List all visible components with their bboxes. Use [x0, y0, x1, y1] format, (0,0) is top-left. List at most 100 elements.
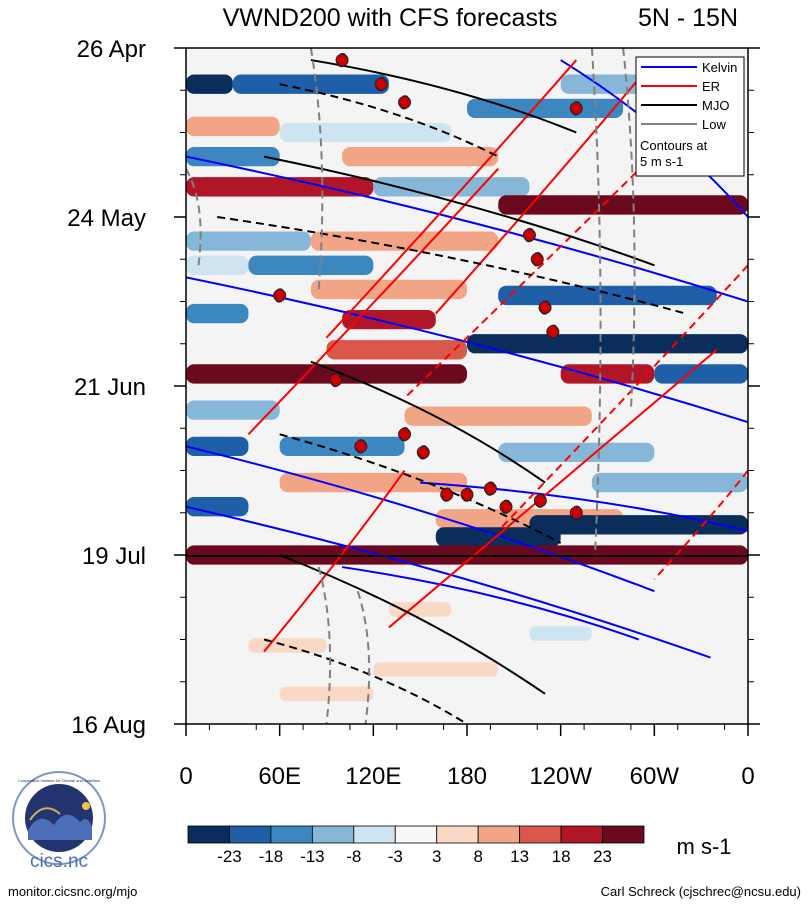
observed-anomaly-band — [404, 406, 592, 426]
storm-marker — [460, 487, 474, 502]
storm-marker — [440, 487, 454, 502]
observed-anomaly-band — [654, 364, 748, 384]
x-tick-label: 120E — [345, 763, 401, 790]
storm-marker — [546, 324, 560, 339]
contour-er — [435, 59, 656, 315]
storm-layer — [273, 52, 583, 520]
legend-label-mjo: MJO — [702, 98, 729, 113]
observed-anomaly-band — [310, 279, 467, 300]
colorbar-bin — [270, 825, 313, 844]
storm-marker-arms — [532, 252, 542, 267]
contour-mjo — [263, 638, 468, 724]
footer-credit: Carl Schreck (cjschrec@ncsu.edu) — [600, 884, 801, 899]
contour-er — [653, 469, 748, 580]
y-tick-label: 24 May — [67, 205, 146, 232]
colorbar-label: -13 — [300, 847, 325, 866]
storm-marker-arms — [399, 427, 410, 442]
contour-mjo — [279, 433, 562, 544]
observed-anomaly-band — [310, 231, 499, 251]
contour-low — [622, 48, 636, 411]
contour-low — [590, 48, 602, 556]
storm-marker — [538, 300, 552, 315]
storm-marker-arms — [571, 101, 581, 116]
axes: 0 60E 120E 180 120W 60W 0 26 Apr 24 May 21 Jun 19 … — [67, 36, 760, 790]
storm-marker-arms — [331, 372, 341, 388]
contour-mjo — [217, 216, 686, 315]
logo-text: cics.nc — [30, 851, 88, 870]
storm-marker — [530, 252, 544, 267]
colorbar-bin — [311, 825, 355, 844]
contour-er — [325, 59, 578, 339]
colorbar-bin — [436, 825, 479, 844]
contour-low — [356, 590, 371, 724]
storm-marker — [335, 52, 349, 68]
observed-anomaly-band — [186, 497, 249, 517]
y-tick-label: 16 Aug — [71, 712, 146, 739]
colorbar-label: 23 — [593, 847, 612, 866]
storm-marker-arms — [418, 445, 428, 460]
observed-anomaly-band — [529, 515, 748, 535]
colorbar-bin — [602, 825, 645, 844]
storm-marker — [354, 439, 368, 454]
colorbar-bin — [560, 825, 603, 844]
storm-marker — [569, 505, 583, 520]
forecast-anomaly-patch — [373, 662, 499, 677]
contour-mjo — [310, 360, 546, 484]
contour-kelvin — [341, 566, 640, 641]
storm-marker — [329, 372, 343, 388]
legend-note-line: 5 m s-1 — [640, 154, 683, 169]
observed-anomaly-band — [373, 177, 530, 197]
contour-er — [497, 264, 748, 532]
cics-logo: cics.nc Cooperative Institute for Climat… — [10, 770, 108, 872]
observed-anomaly-band — [186, 74, 233, 94]
colorbar-label: 8 — [473, 847, 482, 866]
storm-marker — [398, 95, 412, 110]
x-tick-label: 0 — [741, 763, 754, 790]
colorbar-unit: m s-1 — [677, 834, 732, 859]
contour-low — [309, 48, 324, 290]
storm-marker — [533, 493, 547, 508]
storm-marker — [569, 101, 583, 116]
legend-note-line: Contours at — [640, 138, 708, 153]
storm-marker-arms — [535, 493, 545, 508]
legend-box — [635, 56, 745, 177]
storm-marker-arms — [501, 499, 511, 514]
x-tick-label: 180 — [447, 763, 487, 790]
contour-low — [186, 168, 202, 266]
observed-anomaly-band — [435, 527, 561, 547]
storm-marker-arms — [337, 52, 347, 68]
observed-anomaly-band — [467, 334, 748, 354]
observed-anomaly-band — [342, 146, 499, 167]
colorbar-label: -23 — [217, 847, 242, 866]
contour-mjo — [279, 83, 499, 158]
observed-anomaly-band — [279, 472, 467, 493]
forecast-anomaly-patch — [279, 686, 374, 702]
observed-anomaly-band — [232, 74, 389, 94]
storm-marker-arms — [399, 95, 410, 110]
colorbar-bin — [353, 825, 396, 844]
colorbar-bin — [187, 825, 230, 844]
observed-anomaly-band — [186, 255, 249, 275]
storm-marker-arms — [356, 439, 366, 454]
storm-marker-arms — [548, 324, 558, 339]
storm-marker-arms — [571, 505, 581, 520]
chart-subtitle: 5N - 15N — [638, 4, 738, 32]
storm-marker — [398, 427, 412, 442]
colorbar-bin — [394, 825, 438, 844]
colorbar-bin — [229, 825, 272, 844]
colorbar-bin — [519, 825, 562, 844]
contour-kelvin — [420, 481, 748, 532]
storm-marker-arms — [376, 77, 386, 92]
contour-kelvin — [186, 445, 655, 593]
storm-marker — [374, 77, 388, 92]
storm-marker-arms — [442, 487, 452, 502]
observed-anomaly-band — [186, 364, 467, 384]
x-tick-label: 60W — [630, 763, 680, 790]
observed-anomaly-band — [326, 340, 467, 360]
storm-marker-arms — [275, 288, 285, 303]
storm-marker — [499, 499, 513, 514]
footer-source-link[interactable]: monitor.cicsnc.org/mjo — [8, 884, 138, 899]
contour-er — [388, 349, 718, 629]
observed-anomaly-band — [279, 436, 405, 457]
